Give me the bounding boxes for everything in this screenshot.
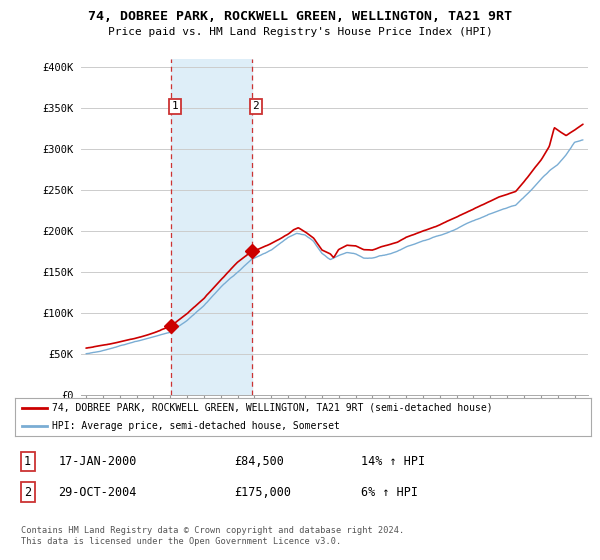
Text: 74, DOBREE PARK, ROCKWELL GREEN, WELLINGTON, TA21 9RT (semi-detached house): 74, DOBREE PARK, ROCKWELL GREEN, WELLING… [52, 403, 493, 413]
Text: 29-OCT-2004: 29-OCT-2004 [58, 486, 137, 498]
Text: Price paid vs. HM Land Registry's House Price Index (HPI): Price paid vs. HM Land Registry's House … [107, 27, 493, 37]
Text: 17-JAN-2000: 17-JAN-2000 [58, 455, 137, 468]
Text: 74, DOBREE PARK, ROCKWELL GREEN, WELLINGTON, TA21 9RT: 74, DOBREE PARK, ROCKWELL GREEN, WELLING… [88, 10, 512, 23]
Text: £84,500: £84,500 [234, 455, 284, 468]
Text: 14% ↑ HPI: 14% ↑ HPI [361, 455, 425, 468]
Text: £175,000: £175,000 [234, 486, 291, 498]
Text: 2: 2 [253, 101, 259, 111]
Text: HPI: Average price, semi-detached house, Somerset: HPI: Average price, semi-detached house,… [52, 421, 340, 431]
Text: Contains HM Land Registry data © Crown copyright and database right 2024.
This d: Contains HM Land Registry data © Crown c… [21, 526, 404, 546]
Text: 1: 1 [172, 101, 179, 111]
Bar [171, 59, 251, 395]
Text: 2: 2 [24, 486, 31, 498]
Text: 1: 1 [24, 455, 31, 468]
Text: 6% ↑ HPI: 6% ↑ HPI [361, 486, 418, 498]
